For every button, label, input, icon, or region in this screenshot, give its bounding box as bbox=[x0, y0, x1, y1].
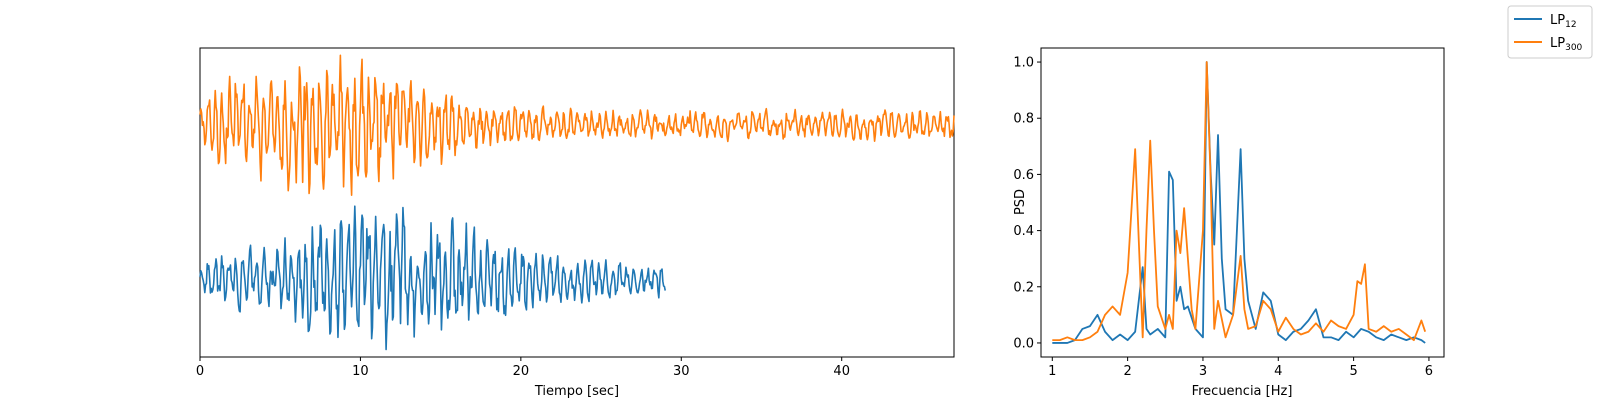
x-tick-label: 2 bbox=[1123, 364, 1131, 379]
x-tick-label: 6 bbox=[1425, 364, 1433, 379]
legend-label-lp300: LP300 bbox=[1550, 36, 1583, 53]
x-tick-label: 20 bbox=[513, 364, 530, 379]
psd-y-ticks: 0.0 0.2 0.4 0.6 0.8 1.0 bbox=[1013, 56, 1041, 351]
x-tick-label: 4 bbox=[1274, 364, 1282, 379]
psd-x-axis-label: Frecuencia [Hz] bbox=[1192, 384, 1293, 399]
psd-line-lp12 bbox=[1052, 61, 1426, 344]
waveform-x-ticks: 0 10 20 30 40 bbox=[196, 357, 850, 379]
y-tick-label: 0.6 bbox=[1013, 168, 1034, 183]
psd-axes-frame bbox=[1040, 47, 1445, 358]
psd-x-ticks: 1 2 3 4 5 6 bbox=[1048, 357, 1433, 379]
x-tick-label: 40 bbox=[833, 364, 850, 379]
waveform-line-1 bbox=[199, 54, 955, 196]
y-tick-label: 0.2 bbox=[1013, 280, 1034, 295]
psd-series-group bbox=[1052, 61, 1427, 344]
waveform-x-axis-label: Tiempo [sec] bbox=[534, 384, 619, 399]
y-tick-label: 1.0 bbox=[1013, 56, 1034, 71]
waveform-series-group bbox=[199, 54, 955, 351]
legend: LP12 LP300 bbox=[1507, 5, 1593, 59]
y-tick-label: 0.0 bbox=[1013, 336, 1034, 351]
y-tick-label: 0.4 bbox=[1013, 224, 1034, 239]
waveform-axes-frame bbox=[199, 47, 955, 358]
waveform-line-0 bbox=[199, 205, 667, 351]
psd-line-lp300 bbox=[1052, 61, 1427, 342]
x-tick-label: 3 bbox=[1199, 364, 1207, 379]
x-tick-label: 5 bbox=[1349, 364, 1357, 379]
x-tick-label: 1 bbox=[1048, 364, 1056, 379]
psd-y-axis-label: PSD bbox=[1013, 189, 1028, 215]
x-tick-label: 10 bbox=[352, 364, 369, 379]
legend-label-lp12: LP12 bbox=[1550, 13, 1577, 30]
y-tick-label: 0.8 bbox=[1013, 112, 1034, 127]
x-tick-label: 0 bbox=[196, 364, 204, 379]
x-tick-label: 30 bbox=[673, 364, 690, 379]
